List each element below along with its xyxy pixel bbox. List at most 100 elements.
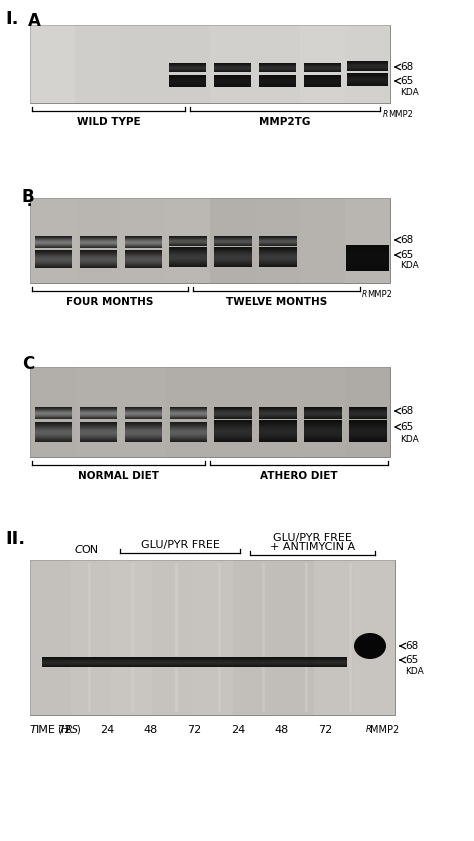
Bar: [170, 441, 207, 442]
Bar: [125, 423, 162, 424]
Bar: [125, 415, 162, 416]
Bar: [259, 78, 296, 79]
Bar: [259, 82, 296, 83]
Text: MMP2: MMP2: [370, 725, 399, 735]
Bar: [259, 241, 297, 242]
Bar: [35, 411, 72, 412]
Text: 68: 68: [400, 406, 413, 416]
Bar: [35, 408, 72, 409]
Bar: [304, 412, 342, 413]
Bar: [80, 439, 117, 440]
Bar: [304, 75, 341, 76]
Bar: [35, 416, 72, 417]
Bar: [349, 563, 352, 712]
Bar: [214, 422, 252, 423]
Bar: [259, 421, 297, 422]
Bar: [216, 663, 260, 664]
Bar: [125, 267, 162, 268]
Bar: [304, 83, 341, 84]
Text: IME: IME: [36, 725, 56, 735]
Bar: [125, 252, 162, 253]
Bar: [30, 367, 75, 457]
Bar: [304, 418, 342, 419]
Text: 65: 65: [405, 655, 418, 665]
Text: R: R: [383, 110, 388, 119]
Bar: [349, 411, 387, 412]
Bar: [347, 65, 388, 66]
Bar: [42, 662, 86, 663]
Bar: [125, 253, 162, 254]
Bar: [346, 252, 389, 253]
Bar: [125, 427, 162, 428]
Bar: [80, 240, 117, 241]
Bar: [214, 236, 252, 237]
Bar: [346, 267, 389, 268]
Bar: [259, 409, 297, 410]
Bar: [303, 664, 347, 665]
Bar: [80, 265, 117, 266]
Bar: [75, 367, 120, 457]
Bar: [259, 424, 297, 425]
Bar: [304, 439, 342, 440]
Bar: [169, 262, 207, 263]
Bar: [214, 418, 252, 419]
Bar: [169, 81, 206, 82]
Bar: [259, 243, 297, 244]
Bar: [80, 262, 117, 263]
Bar: [80, 260, 117, 261]
Text: R: R: [366, 725, 372, 734]
Bar: [349, 434, 387, 435]
Bar: [214, 439, 252, 440]
Bar: [192, 560, 233, 715]
Bar: [35, 407, 72, 408]
Bar: [169, 236, 207, 237]
Bar: [214, 437, 252, 438]
Bar: [216, 657, 260, 658]
Bar: [260, 662, 303, 663]
Bar: [214, 81, 251, 82]
Bar: [255, 367, 300, 457]
Bar: [125, 418, 162, 419]
Bar: [303, 658, 347, 659]
Bar: [259, 255, 297, 256]
Text: I.: I.: [5, 10, 18, 28]
Text: C: C: [75, 545, 83, 555]
Bar: [35, 441, 72, 442]
Bar: [80, 441, 117, 442]
Bar: [347, 73, 388, 74]
Bar: [125, 236, 162, 237]
Bar: [214, 252, 252, 253]
Bar: [35, 434, 72, 435]
Bar: [35, 267, 72, 268]
Bar: [259, 250, 297, 251]
Bar: [173, 666, 216, 667]
Bar: [125, 434, 162, 435]
Bar: [259, 239, 297, 240]
Text: KDA: KDA: [400, 262, 419, 271]
Bar: [304, 434, 342, 435]
Bar: [259, 411, 297, 412]
Bar: [86, 662, 129, 663]
Bar: [349, 440, 387, 441]
Bar: [259, 423, 297, 424]
Bar: [259, 416, 297, 417]
Bar: [35, 257, 72, 258]
Bar: [125, 429, 162, 430]
Bar: [259, 84, 296, 85]
Bar: [347, 76, 388, 77]
Text: 68: 68: [400, 62, 413, 72]
Bar: [259, 253, 297, 254]
Bar: [80, 423, 117, 424]
Bar: [214, 80, 251, 81]
Bar: [173, 657, 216, 658]
Bar: [35, 424, 72, 425]
Bar: [300, 198, 345, 283]
Bar: [170, 411, 207, 412]
Bar: [125, 438, 162, 439]
Bar: [304, 440, 342, 441]
Bar: [259, 245, 297, 246]
Bar: [345, 198, 390, 283]
Bar: [35, 261, 72, 262]
Bar: [214, 240, 252, 241]
Bar: [304, 437, 342, 438]
